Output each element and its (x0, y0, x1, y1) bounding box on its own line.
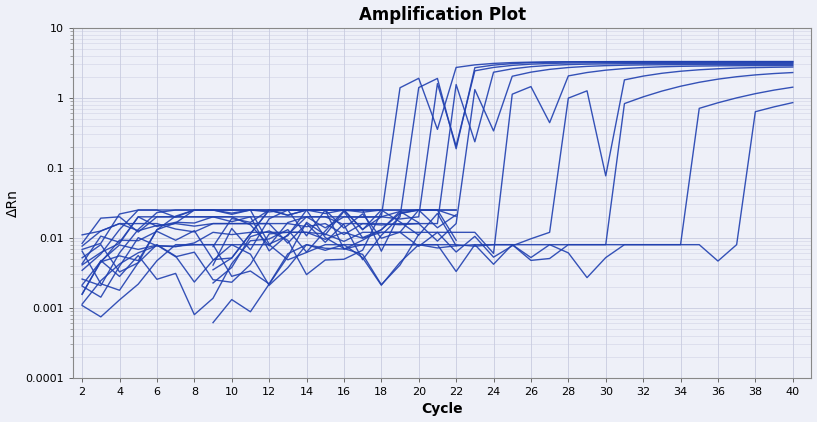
X-axis label: Cycle: Cycle (422, 403, 463, 417)
Y-axis label: ΔRn: ΔRn (6, 189, 20, 217)
Title: Amplification Plot: Amplification Plot (359, 5, 525, 24)
